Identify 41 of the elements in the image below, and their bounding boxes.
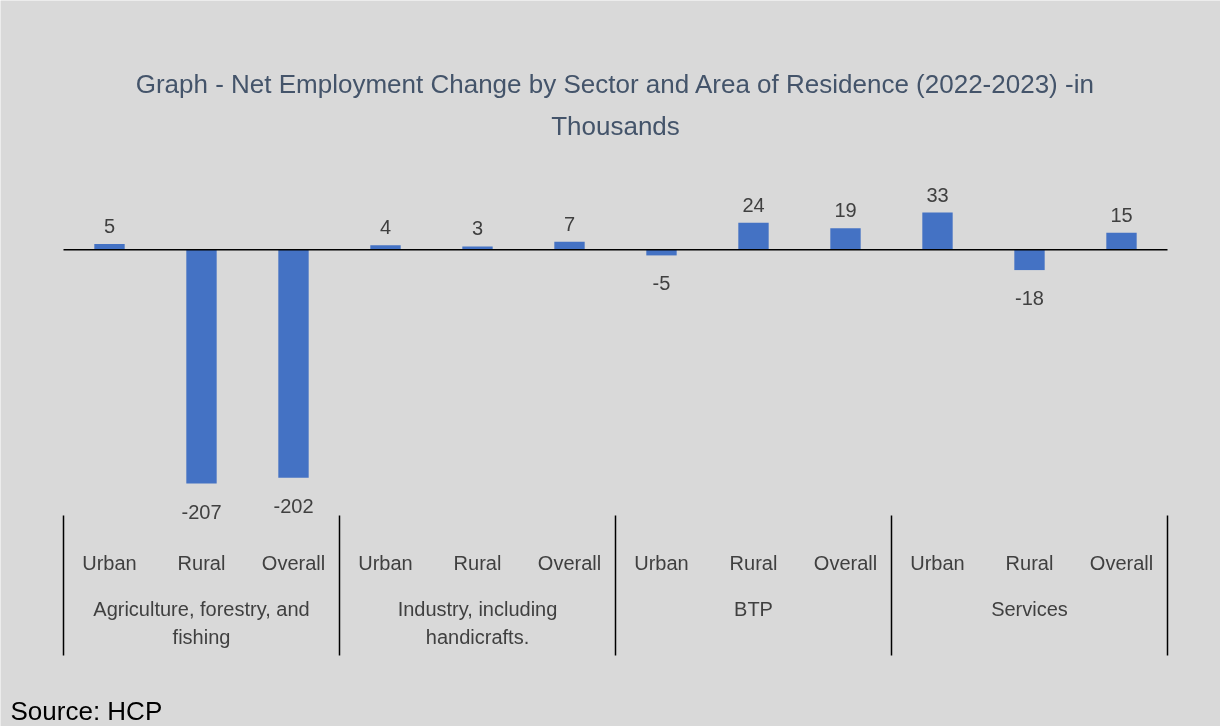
x-tick-label: Urban <box>82 551 137 574</box>
data-label: -18 <box>1015 287 1044 310</box>
bar <box>186 249 217 484</box>
data-label: -202 <box>273 494 314 517</box>
chart-title: Graph - Net Employment Change by Sector and Area of Residence (2022-2023) -in Thousands <box>135 68 1094 141</box>
data-label: -207 <box>181 500 222 523</box>
x-tick-label: Urban <box>358 551 413 574</box>
data-label: 24 <box>742 193 765 216</box>
bar <box>738 222 769 250</box>
x-tick-label: Overall <box>1089 551 1154 574</box>
x-tick-label: Rural <box>1005 551 1054 574</box>
text: BTP <box>734 597 773 620</box>
bar <box>830 228 861 250</box>
x-tick-label: Overall <box>261 551 326 574</box>
bar <box>278 249 309 478</box>
bar <box>94 244 125 250</box>
data-label: 5 <box>103 215 116 238</box>
x-tick-label: Rural <box>453 551 502 574</box>
x-tick-label: Overall <box>813 551 878 574</box>
text: Industry, including handicrafts. <box>397 597 558 649</box>
data-label: 33 <box>926 183 949 206</box>
x-tick-label: Rural <box>729 551 778 574</box>
data-label: 19 <box>834 199 857 222</box>
source-note: Source: HCP <box>10 695 163 726</box>
bar <box>1014 249 1045 271</box>
bar <box>462 246 493 250</box>
text: Services <box>991 597 1068 620</box>
data-label: 3 <box>471 217 484 240</box>
data-label: 4 <box>379 216 392 239</box>
bar <box>554 241 585 250</box>
x-tick-label: Overall <box>537 551 602 574</box>
bar <box>1106 232 1137 250</box>
bar <box>370 245 401 250</box>
data-label: -5 <box>652 272 671 295</box>
x-tick-label: Urban <box>910 551 965 574</box>
bar <box>922 212 953 250</box>
x-tick-label: Urban <box>634 551 689 574</box>
x-tick-label: Rural <box>177 551 226 574</box>
data-label: 15 <box>1110 203 1133 226</box>
data-label: 7 <box>563 212 576 235</box>
text: Agriculture, forestry, and fishing <box>93 597 310 649</box>
